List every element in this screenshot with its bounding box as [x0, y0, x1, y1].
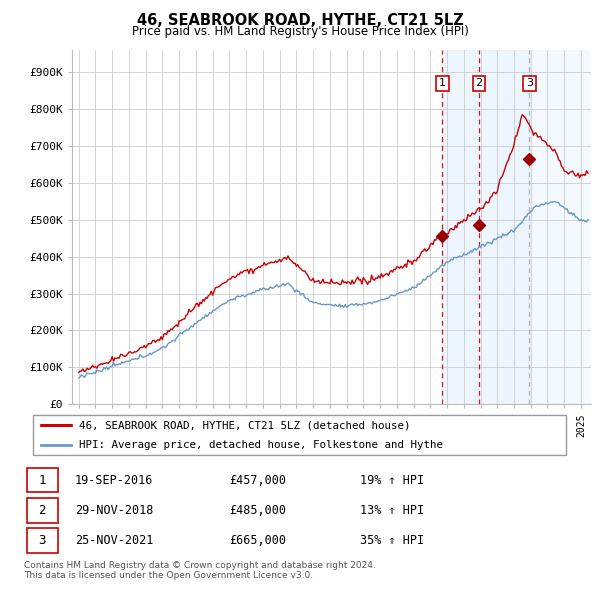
Text: Price paid vs. HM Land Registry's House Price Index (HPI): Price paid vs. HM Land Registry's House …: [131, 25, 469, 38]
Text: 46, SEABROOK ROAD, HYTHE, CT21 5LZ (detached house): 46, SEABROOK ROAD, HYTHE, CT21 5LZ (deta…: [79, 421, 410, 430]
Text: 3: 3: [38, 534, 46, 547]
Text: 1: 1: [439, 78, 446, 88]
FancyBboxPatch shape: [33, 415, 566, 455]
Text: 3: 3: [526, 78, 533, 88]
Bar: [442, 50, 529, 404]
Text: £457,000: £457,000: [229, 474, 286, 487]
Text: 2: 2: [475, 78, 482, 88]
FancyBboxPatch shape: [26, 498, 58, 523]
Text: 35% ↑ HPI: 35% ↑ HPI: [360, 534, 424, 547]
Bar: [529, 50, 589, 404]
Text: 29-NOV-2018: 29-NOV-2018: [75, 504, 154, 517]
FancyBboxPatch shape: [26, 528, 58, 553]
Text: £485,000: £485,000: [229, 504, 286, 517]
Text: 46, SEABROOK ROAD, HYTHE, CT21 5LZ: 46, SEABROOK ROAD, HYTHE, CT21 5LZ: [137, 13, 463, 28]
Text: 25-NOV-2021: 25-NOV-2021: [75, 534, 154, 547]
Text: 19-SEP-2016: 19-SEP-2016: [75, 474, 154, 487]
Text: 19% ↑ HPI: 19% ↑ HPI: [360, 474, 424, 487]
Text: 2: 2: [38, 504, 46, 517]
Text: 1: 1: [38, 474, 46, 487]
Text: £665,000: £665,000: [229, 534, 286, 547]
Text: 13% ↑ HPI: 13% ↑ HPI: [360, 504, 424, 517]
Text: Contains HM Land Registry data © Crown copyright and database right 2024.
This d: Contains HM Land Registry data © Crown c…: [24, 560, 376, 580]
Text: HPI: Average price, detached house, Folkestone and Hythe: HPI: Average price, detached house, Folk…: [79, 440, 443, 450]
FancyBboxPatch shape: [26, 468, 58, 493]
